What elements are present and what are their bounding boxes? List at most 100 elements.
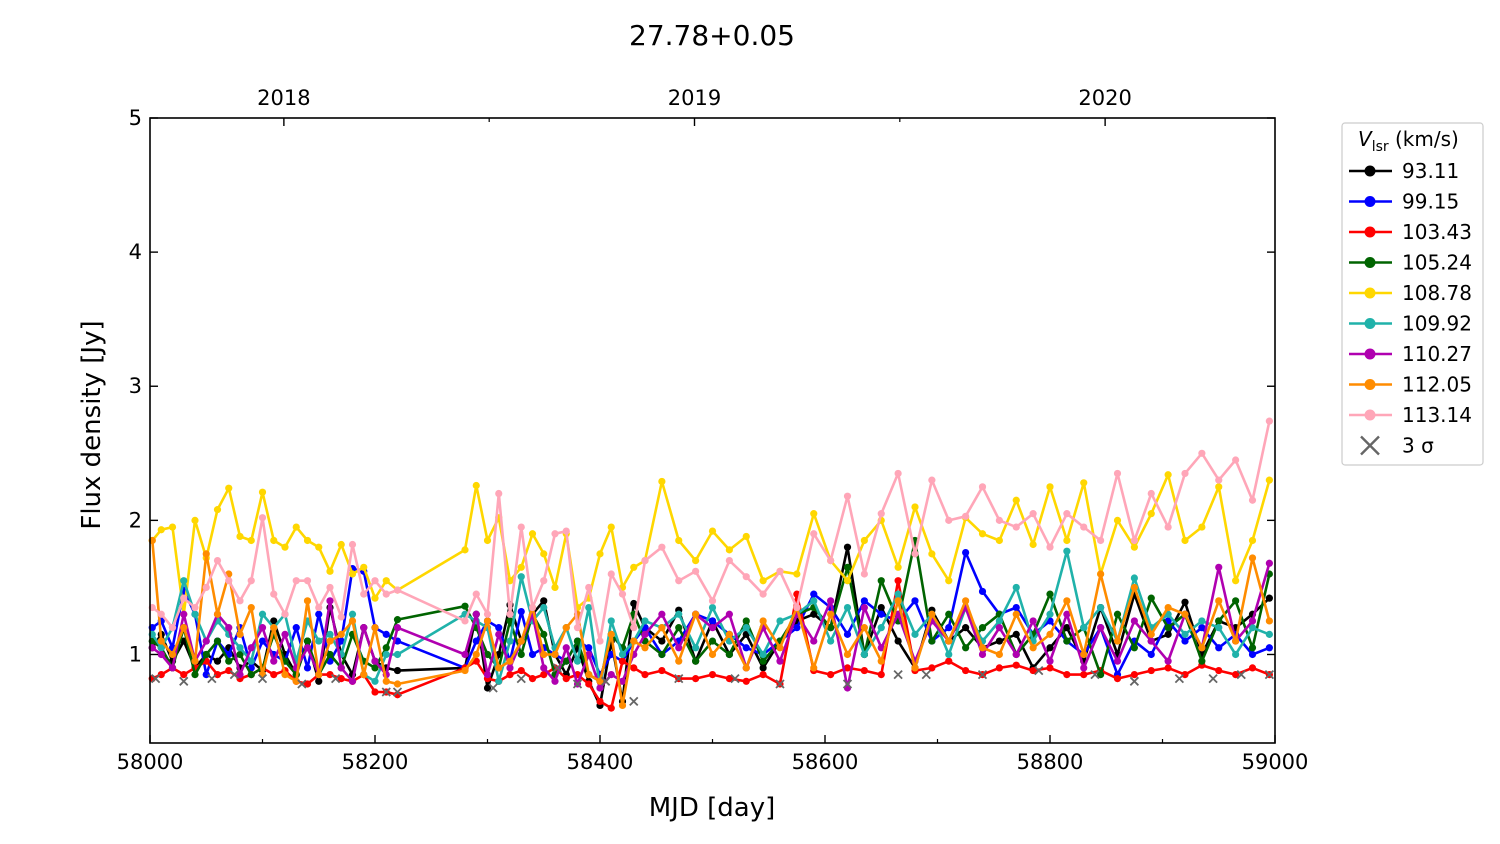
data-point (348, 570, 357, 578)
data-point (810, 610, 818, 618)
data-point (877, 603, 885, 612)
data-point (337, 630, 345, 638)
data-point (281, 670, 289, 679)
data-point (742, 624, 750, 632)
data-point (1248, 554, 1257, 562)
data-point (1265, 644, 1273, 652)
data-point (315, 670, 323, 679)
data-point (1012, 610, 1020, 618)
data-point (1215, 644, 1223, 652)
data-point (793, 570, 801, 578)
data-point (776, 644, 784, 652)
data-point (843, 664, 852, 672)
y-tick-label: 2 (129, 508, 142, 532)
data-point (360, 670, 368, 679)
sigma-marker (572, 679, 583, 689)
sigma-marker (552, 663, 562, 673)
data-point (1097, 670, 1105, 679)
data-point (877, 624, 885, 632)
data-point (742, 677, 750, 685)
data-point (191, 603, 199, 612)
data-point (630, 563, 638, 571)
data-point (360, 590, 368, 598)
data-point (337, 664, 345, 672)
data-point (877, 657, 885, 665)
sigma-marker (179, 676, 189, 686)
data-point (793, 603, 801, 612)
data-point (168, 624, 177, 632)
data-point (1181, 598, 1189, 606)
legend-marker (1364, 196, 1376, 207)
data-point (692, 567, 700, 575)
data-point (860, 570, 868, 578)
data-point (1147, 650, 1155, 659)
data-point (1198, 617, 1206, 625)
sigma-marker (1034, 665, 1044, 676)
data-point (225, 657, 233, 665)
data-point (472, 481, 480, 490)
sigma-marker (392, 687, 403, 697)
data-point (1181, 670, 1189, 679)
legend: Vlsr (km/s) 93.11 99.15 103.43 105.24 108.78… (1341, 122, 1484, 466)
data-point (461, 650, 469, 659)
data-point (928, 664, 936, 672)
sigma-marker (730, 673, 740, 684)
data-point (303, 664, 312, 672)
data-point (675, 536, 683, 545)
data-point (1046, 483, 1054, 491)
data-point (630, 624, 638, 632)
data-point (894, 597, 902, 605)
data-point (1029, 540, 1037, 549)
data-point (1164, 523, 1172, 531)
data-point (962, 644, 970, 652)
data-point (911, 630, 919, 638)
data-point (1097, 603, 1105, 612)
data-point (270, 536, 278, 545)
data-point (517, 607, 525, 616)
data-point (258, 624, 267, 632)
legend-marker (1364, 379, 1376, 390)
sigma-marker (893, 669, 903, 680)
x-tick-label: 59000 (1242, 750, 1309, 774)
data-point (258, 610, 267, 618)
data-point (894, 590, 902, 598)
data-point (641, 644, 649, 652)
data-point (337, 637, 345, 645)
data-point (1012, 496, 1020, 504)
data-point (1265, 559, 1273, 567)
data-point (292, 523, 300, 531)
data-point (1097, 624, 1105, 632)
legend-marker (1364, 348, 1376, 360)
data-point (945, 577, 953, 585)
data-point (281, 610, 289, 618)
data-point (860, 666, 868, 675)
sigma-marker (229, 669, 240, 680)
data-point (393, 650, 402, 659)
top-tick-label: 2020 (1078, 86, 1131, 110)
data-point (180, 610, 188, 618)
data-point (995, 536, 1003, 545)
data-point (236, 650, 244, 659)
data-point (326, 567, 334, 575)
data-point (725, 546, 733, 554)
data-point (1164, 657, 1172, 665)
data-point (573, 624, 582, 632)
data-point (1198, 644, 1206, 652)
data-point (843, 543, 852, 551)
data-point (1248, 624, 1257, 632)
data-point (1181, 610, 1189, 618)
sigma-marker (600, 676, 611, 686)
data-point (551, 677, 559, 685)
data-point (1215, 476, 1223, 484)
sigma-marker (1208, 673, 1218, 684)
data-point (213, 670, 222, 679)
data-point (1164, 664, 1172, 672)
data-point (708, 624, 717, 632)
data-point (658, 477, 666, 486)
data-point (725, 630, 733, 638)
sigma-marker (1129, 676, 1140, 686)
data-point (1147, 666, 1155, 675)
data-point (962, 597, 970, 605)
sigma-marker (921, 669, 931, 680)
data-point (225, 666, 233, 675)
